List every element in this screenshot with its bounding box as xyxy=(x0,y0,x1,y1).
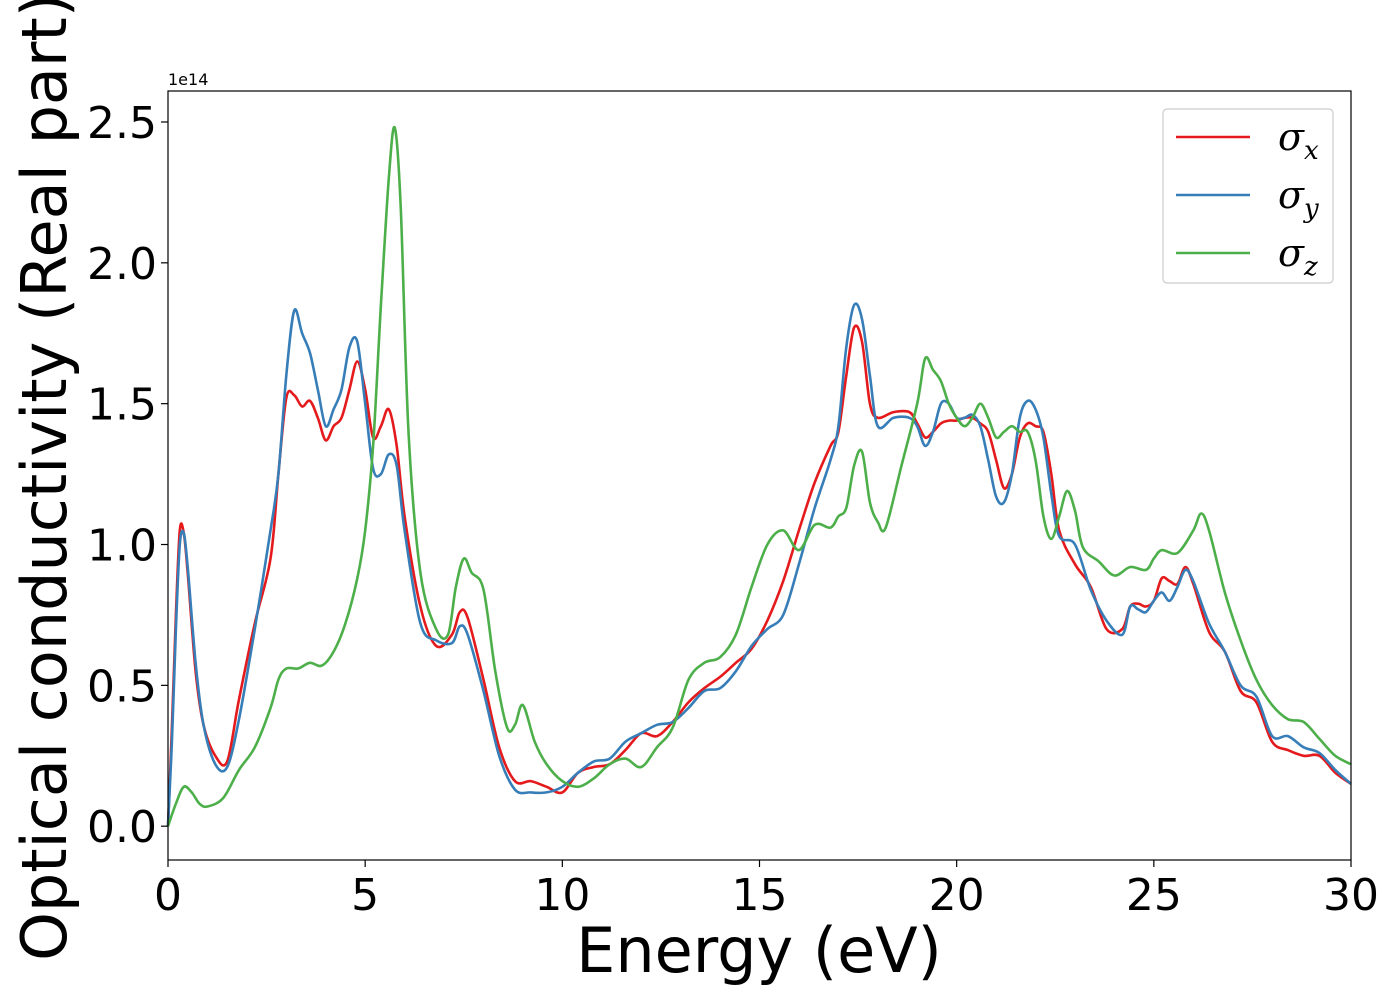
x-tick-label: 15 xyxy=(732,870,788,921)
plot-background xyxy=(168,91,1351,860)
y-tick-label: 0.5 xyxy=(87,661,157,712)
x-tick-label: 5 xyxy=(351,870,379,921)
x-tick-label: 10 xyxy=(534,870,590,921)
x-tick-label: 20 xyxy=(929,870,985,921)
y-offset-label: 1e14 xyxy=(168,70,208,89)
x-axis: 0 5 10 15 20 25 30 xyxy=(154,860,1379,921)
series-line-sigma-z xyxy=(166,125,1352,827)
y-tick-label: 1.0 xyxy=(87,521,157,572)
series-layer xyxy=(166,125,1352,827)
x-tick-label: 0 xyxy=(154,870,182,921)
legend-label-sigma-y: σy xyxy=(1278,173,1319,224)
y-axis: 0.0 0.5 1.0 1.5 2.0 2.5 xyxy=(87,98,168,853)
legend-label-sigma-x: σx xyxy=(1278,115,1319,166)
x-tick-label: 30 xyxy=(1323,870,1379,921)
x-tick-label: 25 xyxy=(1126,870,1182,921)
y-tick-label: 2.0 xyxy=(87,239,157,290)
y-tick-label: 1.5 xyxy=(87,380,157,431)
x-axis-label: Energy (eV) xyxy=(576,914,942,987)
y-axis-label: Optical conductivity (Real part) xyxy=(8,0,81,961)
series-line-sigma-y xyxy=(166,302,1352,827)
y-tick-label: 0.0 xyxy=(87,802,157,853)
legend: σx σy σz xyxy=(1162,108,1334,284)
legend-label-sigma-z: σz xyxy=(1278,231,1318,282)
y-tick-label: 2.5 xyxy=(87,98,157,149)
